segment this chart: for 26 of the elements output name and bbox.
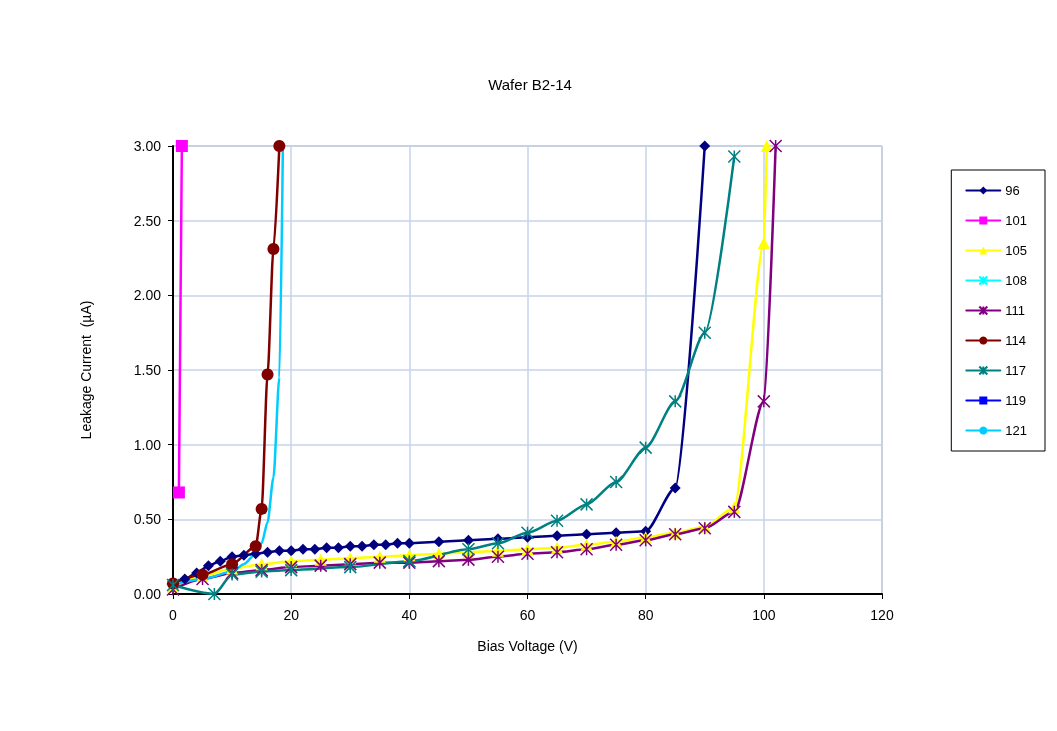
y-tick-label: 2.00 (133, 287, 162, 304)
legend-label: 101 (1005, 213, 1028, 228)
legend-label: 111 (1005, 303, 1026, 318)
legend-label: 105 (1005, 243, 1028, 258)
y-tick-label: 0.50 (133, 511, 162, 528)
x-tick-label: 0 (169, 607, 178, 623)
legend-label: 121 (1005, 423, 1028, 438)
x-tick-label: 100 (752, 607, 776, 623)
x-axis-title: Bias Voltage (V) (477, 638, 578, 654)
legend-label: 117 (1005, 363, 1027, 378)
x-tick-label: 80 (637, 607, 654, 623)
y-tick-label: 2.50 (133, 212, 162, 229)
y-tick-label: 3.00 (133, 138, 162, 154)
y-tick-label: 1.00 (133, 436, 162, 453)
legend-label: 119 (1005, 393, 1027, 408)
legend-label: 114 (1005, 333, 1027, 348)
y-axis-title: Leakage Current (µA) (78, 300, 94, 440)
x-tick-label: 60 (519, 607, 536, 623)
x-tick-label: 120 (870, 607, 894, 623)
x-tick-label: 40 (401, 607, 418, 623)
legend-label: 108 (1005, 273, 1028, 288)
y-tick-label: 0.00 (133, 586, 162, 602)
chart-title: Wafer B2-14 (488, 76, 572, 93)
legend-label: 96 (1005, 183, 1020, 198)
y-tick-label: 1.50 (133, 362, 162, 378)
x-tick-label: 20 (283, 607, 300, 623)
